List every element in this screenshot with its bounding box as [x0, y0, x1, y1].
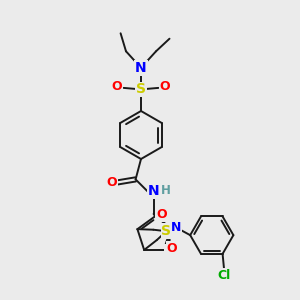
Text: N: N	[148, 184, 159, 198]
Text: O: O	[160, 80, 170, 93]
Text: N: N	[171, 221, 182, 234]
Text: Cl: Cl	[218, 269, 231, 282]
Text: N: N	[135, 61, 147, 75]
Text: H: H	[161, 184, 170, 197]
Text: O: O	[156, 208, 167, 221]
Text: N: N	[164, 245, 175, 258]
Text: O: O	[166, 242, 177, 255]
Text: S: S	[161, 224, 172, 238]
Text: O: O	[112, 80, 122, 93]
Text: S: S	[136, 82, 146, 96]
Text: O: O	[106, 176, 117, 189]
